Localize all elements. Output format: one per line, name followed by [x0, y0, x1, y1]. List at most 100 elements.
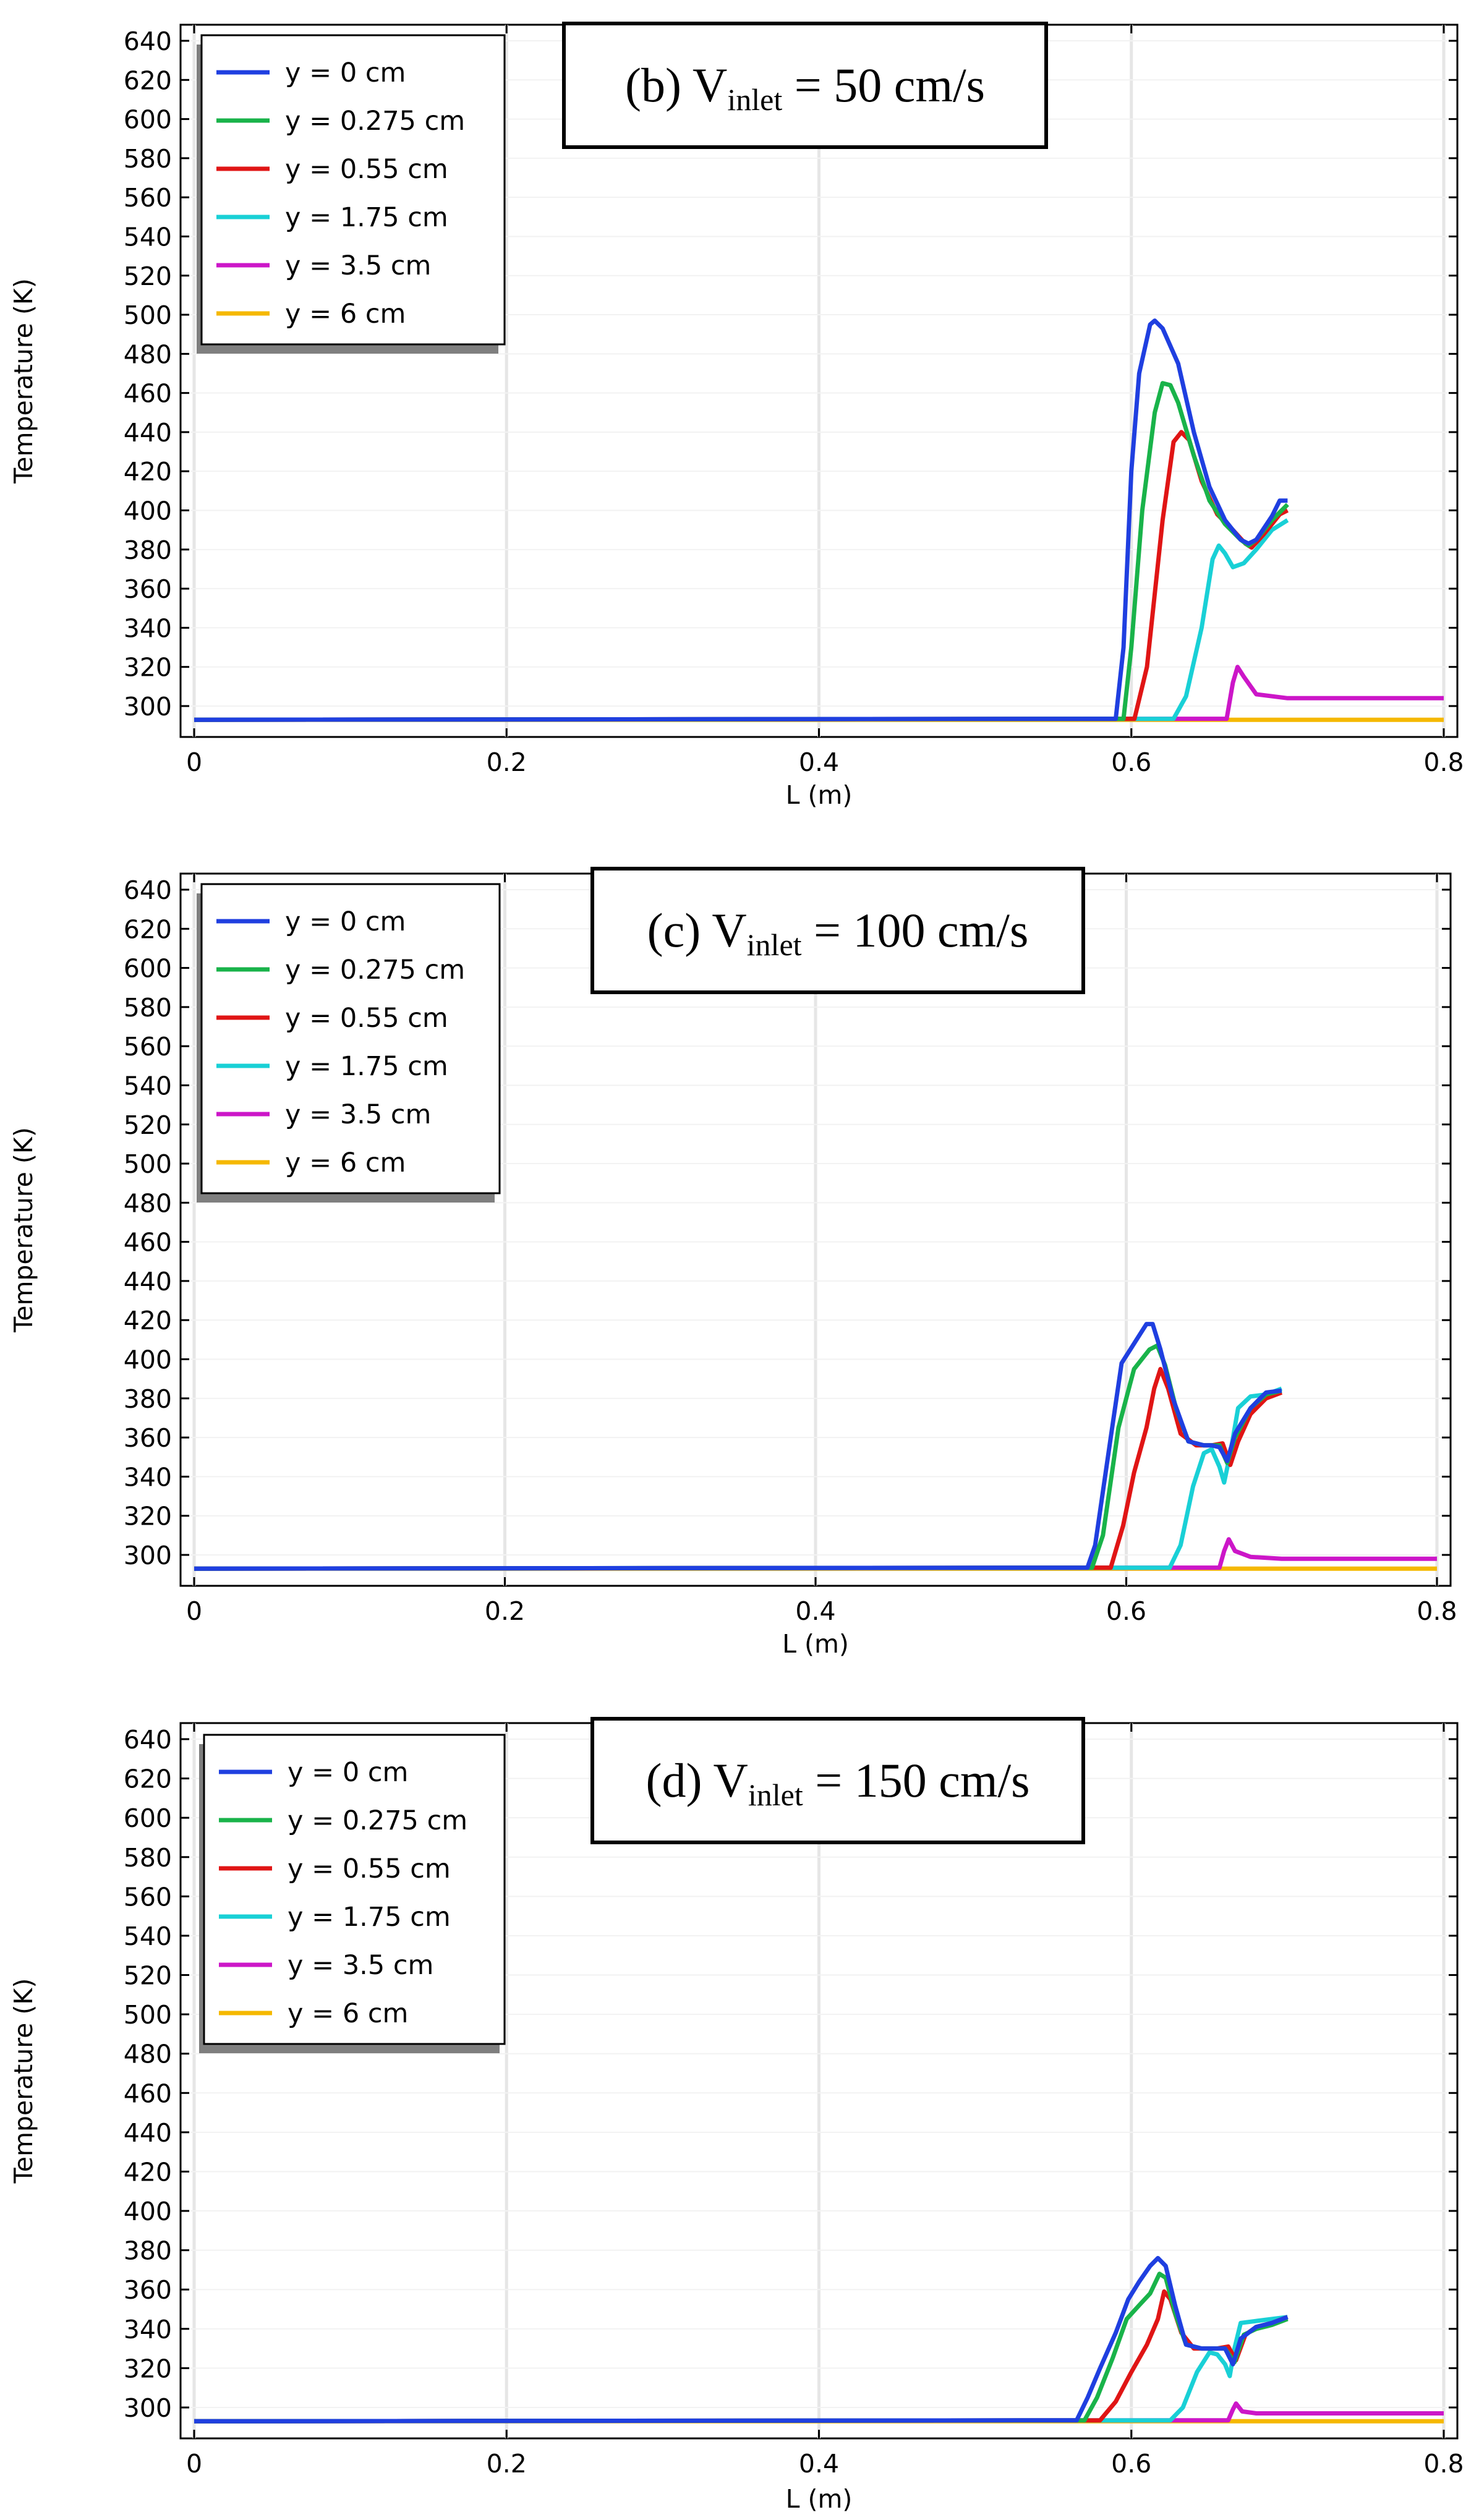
- x-tick-label: 0.8: [1417, 1596, 1457, 1626]
- chart-title: (c) Vinlet = 100 cm/s: [647, 903, 1029, 962]
- legend-entry: y = 0 cm: [285, 906, 406, 937]
- y-tick-label: 400: [124, 496, 172, 526]
- y-tick-label: 460: [124, 1228, 172, 1258]
- legend-entry: y = 0 cm: [288, 1757, 408, 1788]
- x-tick-label: 0.2: [487, 2449, 527, 2479]
- y-tick-label: 320: [124, 653, 172, 683]
- y-tick-label: 540: [124, 222, 172, 252]
- y-tick-label: 360: [124, 1423, 172, 1453]
- y-axis-label: Temperature (K): [9, 1978, 38, 2184]
- y-tick-label: 420: [124, 2157, 172, 2187]
- x-tick-label: 0.8: [1423, 2449, 1464, 2479]
- y-tick-label: 560: [124, 1882, 172, 1912]
- y-tick-label: 640: [124, 875, 172, 905]
- y-tick-label: 600: [124, 1803, 172, 1833]
- y-tick-label: 360: [124, 574, 172, 604]
- x-tick-label: 0.8: [1423, 747, 1464, 777]
- y-tick-label: 300: [124, 692, 172, 722]
- series-line-cyan: [194, 1386, 1283, 1571]
- x-axis-label: L (m): [786, 780, 853, 810]
- y-tick-label: 580: [124, 144, 172, 174]
- x-tick-label: 0.4: [799, 747, 839, 777]
- chart-title: (d) Vinlet = 150 cm/s: [646, 1753, 1029, 1812]
- y-tick-label: 440: [124, 418, 172, 448]
- x-axis-label: L (m): [782, 1629, 849, 1659]
- x-tick-label: 0: [186, 747, 202, 777]
- y-tick-label: 500: [124, 300, 172, 330]
- y-tick-label: 480: [124, 1188, 172, 1218]
- legend-entry: y = 3.5 cm: [285, 1099, 431, 1130]
- series-line-cyan: [194, 518, 1289, 722]
- legend-entry: y = 0.55 cm: [288, 1854, 451, 1884]
- legend-entry: y = 0.275 cm: [285, 955, 465, 985]
- chart-panel-1: 0 0.2 0.4 0.6 0.8 300 320 340 360 380 400 420 440 460…: [9, 22, 1464, 810]
- y-tick-label: 580: [124, 1843, 172, 1873]
- x-tick-label: 0.6: [1111, 747, 1151, 777]
- legend-entry: y = 0.55 cm: [285, 154, 448, 185]
- chart-title-box: [562, 22, 1048, 149]
- series-line-blue: [194, 318, 1288, 722]
- legend-entry: y = 0.275 cm: [285, 106, 465, 137]
- chart-title: (b) Vinlet = 50 cm/s: [625, 58, 985, 117]
- y-tick-label: 300: [124, 1541, 172, 1570]
- x-tick-label: 0.4: [799, 2449, 839, 2479]
- y-tick-label: 460: [124, 379, 172, 409]
- y-tick-label: 500: [124, 1149, 172, 1179]
- y-tick-label: 380: [124, 535, 172, 565]
- y-tick-label: 380: [124, 1384, 172, 1414]
- x-tick-label: 0.2: [485, 1596, 525, 1626]
- x-tick-label: 0: [186, 2449, 202, 2479]
- y-tick-label: 500: [124, 2000, 172, 2030]
- series-line-blue: [194, 1322, 1282, 1571]
- y-tick-label: 460: [124, 2079, 172, 2108]
- y-tick-label: 440: [124, 2118, 172, 2148]
- y-tick-label: 560: [124, 183, 172, 213]
- legend-entry: y = 1.75 cm: [285, 1051, 448, 1082]
- x-tick-label: 0.2: [487, 747, 527, 777]
- y-tick-label: 320: [124, 2354, 172, 2383]
- chart-title-box: [590, 1717, 1085, 1844]
- chart-title-box: [590, 867, 1085, 994]
- y-tick-label: 580: [124, 993, 172, 1023]
- y-tick-label: 380: [124, 2236, 172, 2266]
- y-tick-label: 600: [124, 105, 172, 135]
- y-axis-label: Temperature (K): [9, 278, 38, 484]
- y-tick-label: 480: [124, 339, 172, 369]
- x-tick-label: 0: [186, 1596, 202, 1626]
- legend: [200, 34, 506, 346]
- y-tick-label: 560: [124, 1032, 172, 1062]
- x-tick-label: 0.4: [795, 1596, 835, 1626]
- series-line-blue: [194, 2255, 1289, 2424]
- y-axis-label: Temperature (K): [9, 1127, 38, 1333]
- legend: [200, 883, 501, 1194]
- legend-entry: y = 1.75 cm: [288, 1902, 451, 1933]
- y-tick-label: 520: [124, 262, 172, 291]
- y-tick-label: 360: [124, 2275, 172, 2305]
- x-tick-label: 0.6: [1111, 2449, 1151, 2479]
- y-tick-label: 640: [124, 27, 172, 56]
- y-tick-label: 420: [124, 457, 172, 487]
- x-tick-label: 0.6: [1106, 1596, 1146, 1626]
- y-tick-label: 340: [124, 1462, 172, 1492]
- y-tick-label: 540: [124, 1071, 172, 1100]
- y-tick-label: 520: [124, 1110, 172, 1140]
- legend-entry: y = 6 cm: [288, 1998, 408, 2029]
- y-tick-label: 440: [124, 1267, 172, 1296]
- y-tick-label: 480: [124, 2040, 172, 2069]
- chart-panel-3: 0 0.2 0.4 0.6 0.8 300 320 340 360 380 400 420 440 460…: [9, 1717, 1464, 2514]
- legend-entry: y = 0.55 cm: [285, 1003, 448, 1034]
- y-tick-label: 620: [124, 914, 172, 944]
- y-tick-label: 340: [124, 613, 172, 643]
- y-tick-label: 420: [124, 1306, 172, 1335]
- y-tick-label: 620: [124, 1764, 172, 1794]
- y-tick-label: 400: [124, 1345, 172, 1375]
- legend-entry: y = 0 cm: [285, 57, 406, 88]
- series-line-red: [194, 1366, 1283, 1571]
- legend-entry: y = 6 cm: [285, 299, 406, 330]
- legend-entry: y = 3.5 cm: [288, 1950, 433, 1981]
- series-line-magenta: [194, 1537, 1437, 1571]
- series-line-cyan: [194, 2315, 1288, 2424]
- y-tick-label: 520: [124, 1961, 172, 1991]
- legend: [203, 1734, 506, 2045]
